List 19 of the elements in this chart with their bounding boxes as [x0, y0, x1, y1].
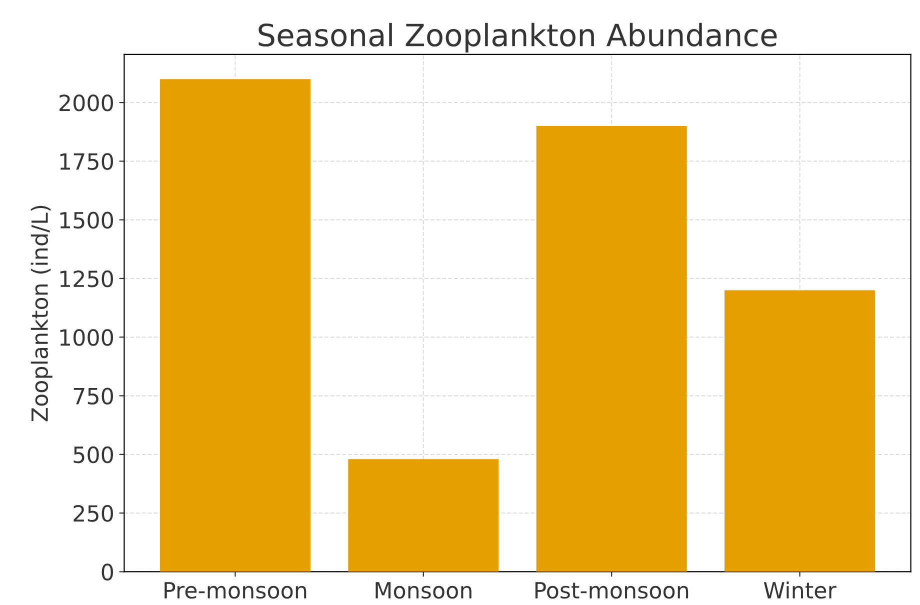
y-tick-label: 0	[102, 564, 113, 580]
bar	[536, 126, 687, 572]
x-tick-label: Pre-monsoon	[164, 582, 306, 599]
x-tick-label: Winter	[764, 581, 836, 599]
x-tick-label: Monsoon	[376, 582, 472, 599]
bar	[348, 459, 499, 572]
x-tick-label: Post-monsoon	[535, 582, 688, 599]
y-tick-label: 1500	[60, 212, 113, 229]
chart-title: Seasonal Zooplankton Abundance	[258, 22, 777, 52]
y-tick-label: 1000	[60, 329, 113, 346]
y-tick-label: 750	[74, 388, 113, 405]
y-tick-label: 500	[74, 446, 113, 464]
y-axis-title: Zooplankton (ind/L)	[30, 206, 52, 422]
y-tick-label: 1750	[60, 153, 113, 170]
bar	[724, 290, 876, 572]
y-tick-label: 2000	[60, 94, 113, 112]
bar	[160, 79, 310, 572]
y-tick-label: 250	[74, 505, 113, 522]
y-tick-label: 1250	[60, 270, 113, 288]
